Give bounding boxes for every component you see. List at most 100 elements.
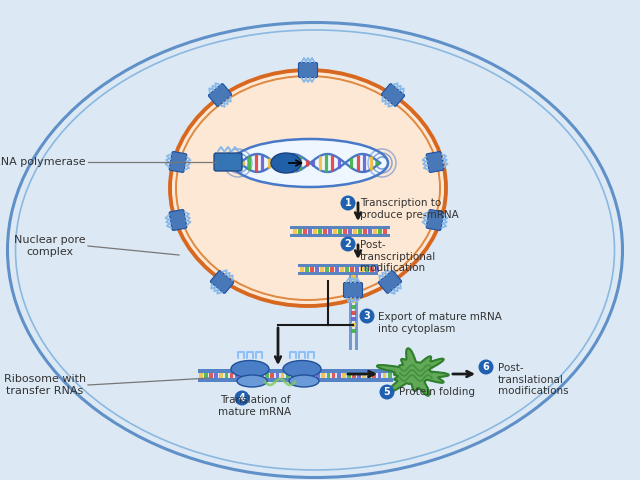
Text: 2: 2 bbox=[344, 239, 351, 249]
Bar bbox=[198, 378, 393, 382]
Bar bbox=[349, 275, 352, 350]
Text: 4: 4 bbox=[239, 393, 245, 403]
Ellipse shape bbox=[231, 360, 269, 377]
Bar bbox=[348, 229, 351, 234]
Bar bbox=[350, 267, 353, 272]
Bar bbox=[318, 229, 321, 234]
Bar bbox=[375, 267, 378, 272]
Bar bbox=[290, 226, 390, 229]
Bar bbox=[245, 372, 249, 378]
Bar bbox=[315, 267, 319, 272]
Text: Post-
translational
modifications: Post- translational modifications bbox=[498, 363, 568, 396]
Text: Export of mature mRNA
into cytoplasm: Export of mature mRNA into cytoplasm bbox=[378, 312, 502, 334]
Bar bbox=[204, 372, 208, 378]
Bar bbox=[308, 229, 312, 234]
Bar bbox=[351, 317, 356, 321]
Ellipse shape bbox=[232, 139, 388, 187]
Circle shape bbox=[360, 309, 374, 324]
Bar bbox=[306, 372, 310, 378]
Text: 1: 1 bbox=[344, 198, 351, 208]
Bar bbox=[351, 323, 356, 327]
FancyBboxPatch shape bbox=[209, 84, 232, 107]
Text: Post-
transcriptional
modification: Post- transcriptional modification bbox=[360, 240, 436, 273]
Bar bbox=[323, 229, 326, 234]
Bar bbox=[240, 372, 244, 378]
Text: 5: 5 bbox=[383, 387, 390, 397]
Bar bbox=[303, 229, 307, 234]
Bar bbox=[290, 234, 390, 237]
Text: Protein folding: Protein folding bbox=[399, 387, 475, 397]
Text: RNA polymerase: RNA polymerase bbox=[0, 157, 86, 167]
Bar bbox=[328, 229, 332, 234]
FancyBboxPatch shape bbox=[211, 271, 234, 293]
Bar bbox=[298, 264, 378, 267]
Bar bbox=[198, 369, 393, 372]
Ellipse shape bbox=[283, 360, 321, 377]
Circle shape bbox=[234, 391, 250, 406]
Bar bbox=[285, 372, 289, 378]
Bar bbox=[343, 229, 346, 234]
Bar bbox=[335, 267, 339, 272]
Bar bbox=[235, 372, 239, 378]
Bar bbox=[338, 229, 342, 234]
Bar bbox=[351, 293, 356, 297]
Bar bbox=[363, 229, 367, 234]
Bar bbox=[368, 229, 371, 234]
Bar bbox=[311, 372, 315, 378]
Bar bbox=[340, 267, 344, 272]
Text: Translation of
mature mRNA: Translation of mature mRNA bbox=[218, 395, 292, 417]
Bar bbox=[199, 372, 203, 378]
Bar bbox=[383, 372, 387, 378]
Bar bbox=[352, 372, 356, 378]
Bar bbox=[214, 372, 218, 378]
Text: Nuclear pore
complex: Nuclear pore complex bbox=[14, 235, 86, 257]
Bar bbox=[270, 372, 274, 378]
Bar bbox=[298, 272, 378, 275]
Bar bbox=[280, 372, 284, 378]
Bar bbox=[351, 305, 356, 309]
Bar bbox=[260, 372, 264, 378]
Bar bbox=[298, 229, 301, 234]
Bar bbox=[351, 311, 356, 315]
FancyBboxPatch shape bbox=[344, 283, 362, 298]
Bar bbox=[332, 372, 335, 378]
FancyBboxPatch shape bbox=[426, 152, 444, 172]
FancyBboxPatch shape bbox=[169, 152, 187, 172]
Bar bbox=[357, 372, 361, 378]
Bar bbox=[250, 372, 254, 378]
Ellipse shape bbox=[237, 375, 267, 387]
Bar bbox=[316, 372, 320, 378]
Bar bbox=[313, 229, 317, 234]
Text: Ribosome with
transfer RNAs: Ribosome with transfer RNAs bbox=[4, 374, 86, 396]
Circle shape bbox=[380, 384, 394, 399]
Bar bbox=[305, 267, 308, 272]
Ellipse shape bbox=[289, 375, 319, 387]
Bar bbox=[225, 372, 228, 378]
FancyBboxPatch shape bbox=[214, 153, 242, 171]
Bar bbox=[373, 229, 376, 234]
Bar bbox=[378, 372, 381, 378]
Bar bbox=[321, 372, 325, 378]
Bar bbox=[293, 229, 296, 234]
Text: Transcription to
produce pre-mRNA: Transcription to produce pre-mRNA bbox=[360, 198, 459, 220]
Bar bbox=[326, 372, 330, 378]
Bar bbox=[388, 372, 392, 378]
Bar bbox=[230, 372, 234, 378]
Bar bbox=[266, 372, 269, 378]
Bar bbox=[333, 229, 337, 234]
Bar bbox=[220, 372, 223, 378]
Circle shape bbox=[340, 195, 355, 211]
Bar bbox=[365, 267, 369, 272]
Ellipse shape bbox=[8, 23, 623, 478]
Circle shape bbox=[479, 360, 493, 374]
Bar bbox=[347, 372, 351, 378]
Polygon shape bbox=[377, 348, 449, 396]
Bar bbox=[342, 372, 346, 378]
Bar bbox=[360, 267, 364, 272]
Bar bbox=[351, 329, 356, 333]
Bar bbox=[367, 372, 371, 378]
Bar bbox=[209, 372, 213, 378]
Bar bbox=[355, 267, 358, 272]
Bar bbox=[351, 299, 356, 303]
Bar bbox=[296, 372, 300, 378]
